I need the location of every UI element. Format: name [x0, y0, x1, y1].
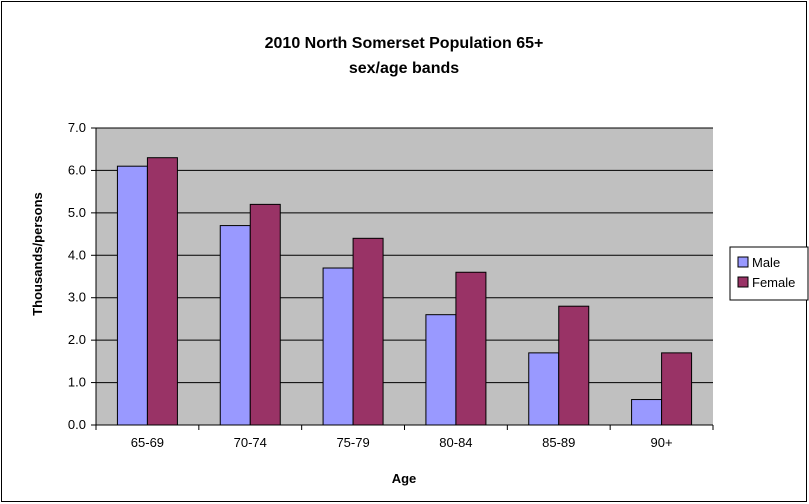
- plot-background: [96, 128, 713, 425]
- x-tick-label: 80-84: [439, 435, 472, 450]
- y-tick-label: 0.0: [68, 417, 86, 432]
- x-axis-title: Age: [392, 471, 417, 486]
- chart-subtitle: sex/age bands: [349, 60, 459, 77]
- bar-male: [631, 399, 663, 426]
- bar-male: [219, 225, 251, 426]
- x-tick-label: 70-74: [234, 435, 267, 450]
- bar-male: [425, 314, 457, 426]
- legend-swatch-female: [737, 276, 749, 288]
- y-tick-label: 5.0: [68, 205, 86, 220]
- chart-title: 2010 North Somerset Population 65+: [265, 35, 544, 52]
- legend-label-male: Male: [752, 255, 780, 270]
- bar-female: [661, 352, 693, 426]
- bar-female: [558, 305, 590, 426]
- bar-male: [116, 165, 148, 426]
- bar-female: [352, 237, 384, 426]
- legend-label-female: Female: [752, 275, 795, 290]
- x-tick-label: 85-89: [542, 435, 575, 450]
- x-tick-label: 75-79: [336, 435, 369, 450]
- bar-male: [322, 267, 354, 426]
- y-tick-label: 3.0: [68, 290, 86, 305]
- y-tick-label: 7.0: [68, 120, 86, 135]
- bar-female: [455, 271, 487, 426]
- y-tick-label: 4.0: [68, 247, 86, 262]
- y-tick-label: 1.0: [68, 375, 86, 390]
- legend: Male Female: [729, 246, 809, 301]
- bar-female: [146, 157, 178, 426]
- legend-swatch-male: [737, 256, 749, 268]
- y-axis-title: Thousands/persons: [30, 192, 45, 316]
- plot-area: 0.0 1.0 2.0 3.0 4.0 5.0 6.0 7.0 65-69 70-74 75-79 8…: [68, 120, 714, 450]
- x-tick-label: 65-69: [131, 435, 164, 450]
- x-tick-label: 90+: [651, 435, 673, 450]
- y-tick-label: 6.0: [68, 162, 86, 177]
- legend-box: [729, 246, 809, 301]
- y-tick-label: 2.0: [68, 332, 86, 347]
- bar-male: [528, 352, 560, 426]
- bar-female: [249, 203, 281, 426]
